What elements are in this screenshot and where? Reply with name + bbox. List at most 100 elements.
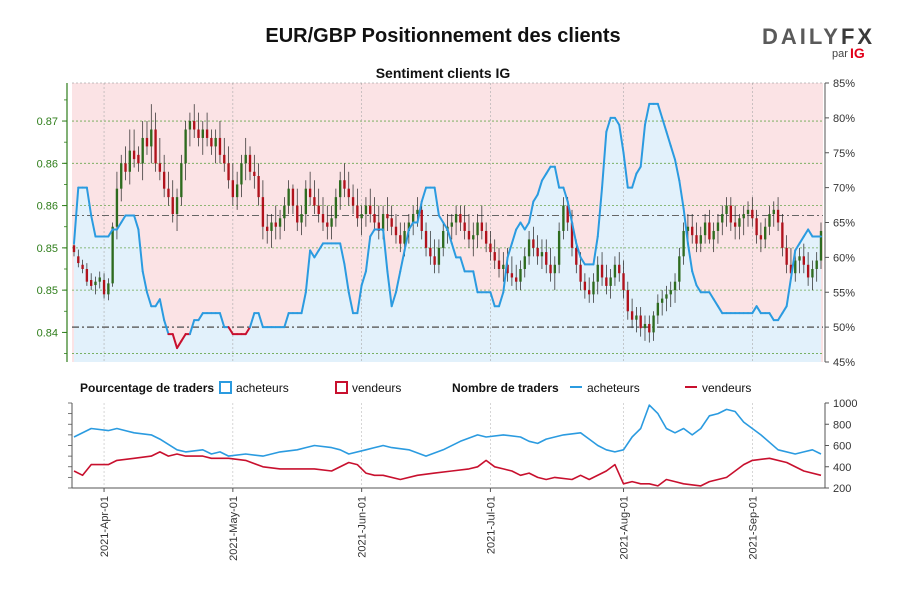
candle-body [205,129,209,138]
long-pct-segment [789,249,797,280]
long-pct-segment [188,319,196,336]
candle-body [776,209,780,223]
candle-body [111,226,114,284]
candle-body [154,129,157,164]
long-pct-segment [785,277,792,308]
candle [167,171,170,206]
right-tick-label: 80% [833,113,855,125]
candle [618,252,621,282]
candle [648,315,651,343]
candle [729,197,733,231]
candle [304,180,308,227]
right-tick-label: 85% [833,78,855,90]
candle-body [266,226,269,231]
candle-body [72,245,76,253]
candle-body [523,256,526,269]
candle-body [317,205,320,215]
candle [351,184,355,215]
candle [609,269,612,299]
candle-body [566,205,569,223]
candle-body [377,222,380,231]
long-pct-segment [107,228,114,238]
candle-body [287,188,290,206]
count-sellers-line [73,451,822,487]
candle [227,146,230,189]
candle-body [214,137,217,147]
candle-body [699,235,702,244]
long-pct-segment [708,291,715,301]
candle-body [506,264,509,274]
candle-body [278,218,282,227]
left-tick-label: 0.86 [37,201,58,213]
candle-body [188,121,192,130]
candle [180,154,183,206]
candle-body [420,209,423,231]
left-tick-label: 0.85 [37,285,58,297]
candle [515,264,518,291]
x-tick-label: 2021-May-01 [228,496,240,561]
candle-body [218,137,222,155]
long-pct-segment [686,242,694,273]
candle [132,129,136,168]
candle [399,222,402,253]
candle-body [691,226,694,236]
candle [746,201,750,227]
candle-body [725,205,728,215]
candle-body [510,273,514,278]
candle-body [334,197,338,219]
candle-body [128,150,131,172]
candle-body [592,281,595,295]
long-pct-segment [631,172,638,189]
long-pct-segment [399,249,406,273]
candle-body [184,129,187,164]
candle [85,263,89,286]
long-pct-segment [682,207,689,245]
candle [815,252,818,282]
long-pct-segment [798,235,805,245]
candle-body [180,163,183,198]
candle [171,180,174,223]
candle-body [102,279,106,295]
candle-body [467,230,471,240]
candle-body [729,205,733,223]
long-pct-segment [575,242,582,259]
candle-body [454,214,458,223]
x-axis: 2021-Apr-01 2021-May-01 2021-Jun-01 2021-Ju… [99,488,759,561]
candle-body [98,277,101,282]
candle-body [120,163,123,189]
candle-body [145,137,149,147]
left-tick-label: 0.87 [37,116,58,128]
candle [545,239,548,274]
candle-body [553,264,557,274]
long-pct-segment [433,186,440,217]
long-pct-segment [459,256,466,273]
candle-body [596,264,599,282]
candle [373,197,376,231]
logo-ig-text: IG [850,45,865,61]
candle [360,205,363,236]
candle-body [373,214,376,223]
long-pct-segment [755,305,762,315]
candle-body [85,269,89,282]
candle [665,285,668,312]
candle-body [253,171,256,176]
long-pct-segment [536,179,543,196]
candle-body [244,154,247,164]
candle-body [703,222,707,236]
long-pct-segment [120,214,127,224]
candle [751,197,754,227]
candle [540,239,544,269]
candle [162,154,166,198]
candle [781,214,784,257]
candle [210,129,213,155]
candle [635,307,638,333]
candle [562,197,565,240]
candle [184,121,187,181]
candle [369,188,372,223]
long-pct-segment [343,263,350,294]
candle-body [484,230,488,244]
candle [356,188,359,227]
long-pct-segment [605,116,612,133]
candle-body [416,209,419,215]
long-pct-segment [691,270,698,287]
